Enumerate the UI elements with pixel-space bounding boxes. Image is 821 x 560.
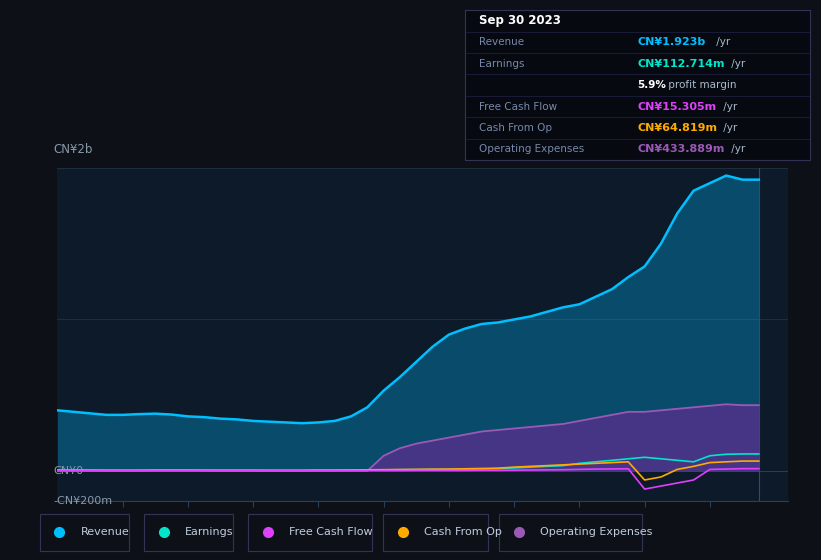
Text: Free Cash Flow: Free Cash Flow: [479, 101, 557, 111]
Text: /yr: /yr: [728, 59, 745, 69]
Text: CN¥64.819m: CN¥64.819m: [637, 123, 718, 133]
Text: /yr: /yr: [713, 37, 730, 47]
Text: Earnings: Earnings: [479, 59, 524, 69]
Text: Free Cash Flow: Free Cash Flow: [289, 527, 373, 537]
Text: Sep 30 2023: Sep 30 2023: [479, 15, 561, 27]
Text: /yr: /yr: [728, 144, 745, 155]
Text: profit margin: profit margin: [665, 80, 736, 90]
Text: CN¥1.923b: CN¥1.923b: [637, 37, 706, 47]
Text: Revenue: Revenue: [479, 37, 524, 47]
Text: Cash From Op: Cash From Op: [424, 527, 502, 537]
Text: /yr: /yr: [721, 123, 738, 133]
Text: 5.9%: 5.9%: [637, 80, 667, 90]
Text: -CN¥200m: -CN¥200m: [54, 496, 113, 506]
Text: CN¥2b: CN¥2b: [54, 143, 94, 156]
Text: Revenue: Revenue: [81, 527, 130, 537]
Text: Operating Expenses: Operating Expenses: [540, 527, 653, 537]
Text: CN¥0: CN¥0: [54, 466, 84, 476]
Text: /yr: /yr: [721, 101, 738, 111]
Text: CN¥15.305m: CN¥15.305m: [637, 101, 717, 111]
Text: CN¥433.889m: CN¥433.889m: [637, 144, 725, 155]
Text: CN¥112.714m: CN¥112.714m: [637, 59, 725, 69]
Text: Earnings: Earnings: [186, 527, 234, 537]
Text: Operating Expenses: Operating Expenses: [479, 144, 584, 155]
Text: Cash From Op: Cash From Op: [479, 123, 552, 133]
